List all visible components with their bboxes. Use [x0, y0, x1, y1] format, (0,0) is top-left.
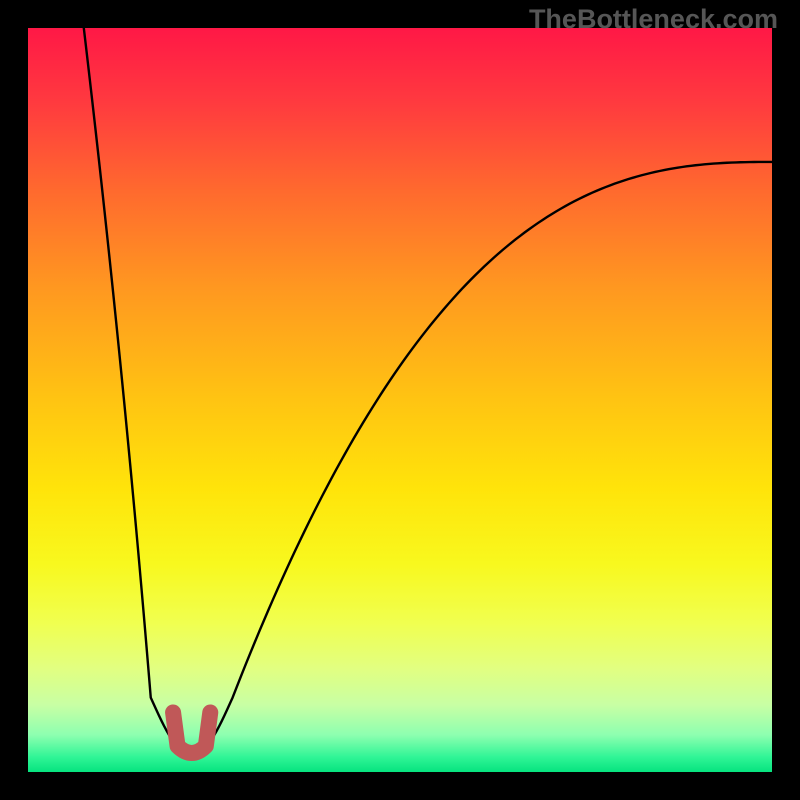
bottleneck-curve: [84, 28, 772, 756]
watermark-text: TheBottleneck.com: [529, 4, 778, 35]
plot-area: [28, 28, 772, 772]
valley-marker: [173, 712, 210, 753]
curve-overlay: [28, 28, 772, 772]
